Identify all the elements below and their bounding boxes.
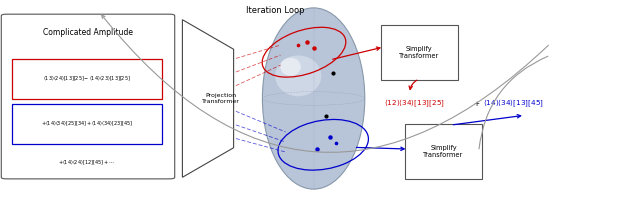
Text: $\langle 12\rangle\langle 34\rangle[13][25]$: $\langle 12\rangle\langle 34\rangle[13][… xyxy=(384,98,445,109)
Ellipse shape xyxy=(262,8,365,189)
FancyArrowPatch shape xyxy=(102,15,548,152)
Text: $+\langle 14\rangle\langle 24\rangle[12][45] + \cdots$: $+\langle 14\rangle\langle 24\rangle[12]… xyxy=(58,158,115,167)
Text: Projection
Transformer: Projection Transformer xyxy=(202,93,240,104)
FancyBboxPatch shape xyxy=(12,59,162,99)
FancyBboxPatch shape xyxy=(1,14,175,179)
Text: Iteration Loop: Iteration Loop xyxy=(246,6,305,15)
Text: Simplify
Transformer: Simplify Transformer xyxy=(399,46,439,59)
Text: $+$: $+$ xyxy=(473,99,481,108)
FancyBboxPatch shape xyxy=(381,25,458,80)
Text: $\langle 14\rangle\langle 34\rangle[13][45]$: $\langle 14\rangle\langle 34\rangle[13][… xyxy=(483,98,544,109)
Polygon shape xyxy=(182,20,234,177)
FancyArrowPatch shape xyxy=(479,56,548,149)
Text: Complicated Amplitude: Complicated Amplitude xyxy=(43,28,133,37)
Text: $+\langle 14\rangle\langle 34\rangle[25][34] + \langle 14\rangle\langle 34\rangl: $+\langle 14\rangle\langle 34\rangle[25]… xyxy=(41,120,133,128)
Ellipse shape xyxy=(275,56,321,96)
Ellipse shape xyxy=(280,58,301,76)
Text: $\langle 13\rangle\langle 24\rangle[13][25] - \langle 14\rangle\langle 23\rangle: $\langle 13\rangle\langle 24\rangle[13][… xyxy=(44,75,131,83)
FancyBboxPatch shape xyxy=(12,104,162,144)
Text: Simplify
Transformer: Simplify Transformer xyxy=(424,145,463,158)
FancyBboxPatch shape xyxy=(405,124,482,179)
